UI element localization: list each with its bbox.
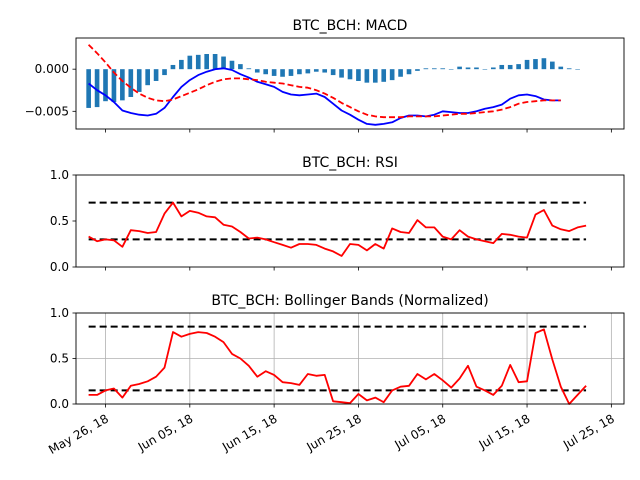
macd-bar-6 <box>136 69 142 92</box>
bollinger-ytick-label-0: 0.0 <box>50 397 69 411</box>
macd-bar-13 <box>195 54 201 70</box>
bollinger-ytick-label-2: 1.0 <box>50 306 69 320</box>
macd-bar-19 <box>246 68 252 70</box>
macd-bar-36 <box>389 69 395 81</box>
macd-bar-2 <box>103 69 108 102</box>
bollinger-ytick-label-1: 0.5 <box>50 352 69 366</box>
macd-bar-21 <box>263 69 269 75</box>
macd-bar-30 <box>339 69 344 78</box>
macd-bar-33 <box>364 69 370 83</box>
macd-bar-1 <box>94 69 100 108</box>
macd-bar-51 <box>516 64 521 70</box>
macd-bar-42 <box>440 68 446 70</box>
macd-bar-29 <box>330 69 336 76</box>
rsi-title: BTC_BCH: RSI <box>302 155 398 171</box>
macd-bar-16 <box>221 56 226 70</box>
macd-bar-31 <box>347 69 353 80</box>
macd-bar-39 <box>415 69 420 71</box>
macd-bar-14 <box>204 54 209 70</box>
macd-bar-7 <box>145 69 150 86</box>
rsi-ytick-label-0: 0.0 <box>50 260 69 274</box>
macd-bar-3 <box>111 69 117 103</box>
rsi-ytick-label-1: 0.5 <box>50 214 69 228</box>
macd-bar-23 <box>280 69 285 77</box>
macd-bar-20 <box>254 69 260 73</box>
macd-bar-47 <box>482 69 488 70</box>
macd-bar-58 <box>575 69 580 70</box>
macd-bar-35 <box>381 69 387 82</box>
macd-bar-9 <box>162 69 167 76</box>
macd-bar-24 <box>288 69 294 76</box>
macd-bar-12 <box>187 55 193 70</box>
macd-bar-27 <box>313 69 319 72</box>
macd-bar-18 <box>238 64 243 70</box>
macd-bar-22 <box>271 69 277 76</box>
macd-bar-37 <box>398 69 403 77</box>
macd-ytick-label-1: −0.005 <box>25 104 69 118</box>
macd-bar-28 <box>322 69 328 73</box>
macd-bar-43 <box>448 69 454 70</box>
macd-series-line-1 <box>88 67 561 126</box>
macd-bar-0 <box>86 69 91 108</box>
rsi-ytick-label-2: 1.0 <box>50 168 69 182</box>
rsi-panel: 0.0 0.5 1.0 BTC_BCH: RSI <box>50 155 625 274</box>
macd-bar-38 <box>406 69 412 75</box>
macd-bar-52 <box>524 59 530 70</box>
macd-bar-44 <box>457 66 462 70</box>
macd-bar-11 <box>179 59 184 70</box>
rsi-series-line-0 <box>88 201 587 257</box>
macd-bar-56 <box>558 66 564 70</box>
macd-bar-41 <box>431 68 437 70</box>
macd-ytick-label-0: 0.000 <box>35 62 69 76</box>
macd-bar-10 <box>170 64 176 70</box>
macd-bar-5 <box>128 69 134 97</box>
macd-bar-50 <box>507 64 513 70</box>
macd-bar-54 <box>541 58 547 70</box>
macd-bar-46 <box>474 67 479 70</box>
macd-bar-55 <box>550 61 555 70</box>
macd-bar-48 <box>491 67 496 70</box>
macd-bar-15 <box>212 54 218 70</box>
macd-bar-26 <box>305 69 311 74</box>
bollinger-series-line-0 <box>88 328 587 405</box>
macd-bar-8 <box>153 69 159 81</box>
macd-bar-34 <box>372 69 378 83</box>
macd-bar-4 <box>120 69 125 101</box>
macd-bar-32 <box>356 69 361 81</box>
macd-bar-53 <box>533 59 538 70</box>
macd-bar-25 <box>297 69 302 75</box>
macd-series-line-2 <box>87 44 561 119</box>
macd-bar-57 <box>566 68 572 70</box>
macd-bar-17 <box>229 60 235 70</box>
macd-axes-frame <box>75 37 625 130</box>
macd-title: BTC_BCH: MACD <box>293 18 408 34</box>
macd-bar-40 <box>423 68 429 70</box>
bollinger-title: BTC_BCH: Bollinger Bands (Normalized) <box>211 293 488 309</box>
macd-bar-45 <box>465 67 471 70</box>
macd-panel: 0.000 −0.005 BTC_BCH: MACD <box>25 18 625 133</box>
macd-bar-49 <box>499 64 505 70</box>
